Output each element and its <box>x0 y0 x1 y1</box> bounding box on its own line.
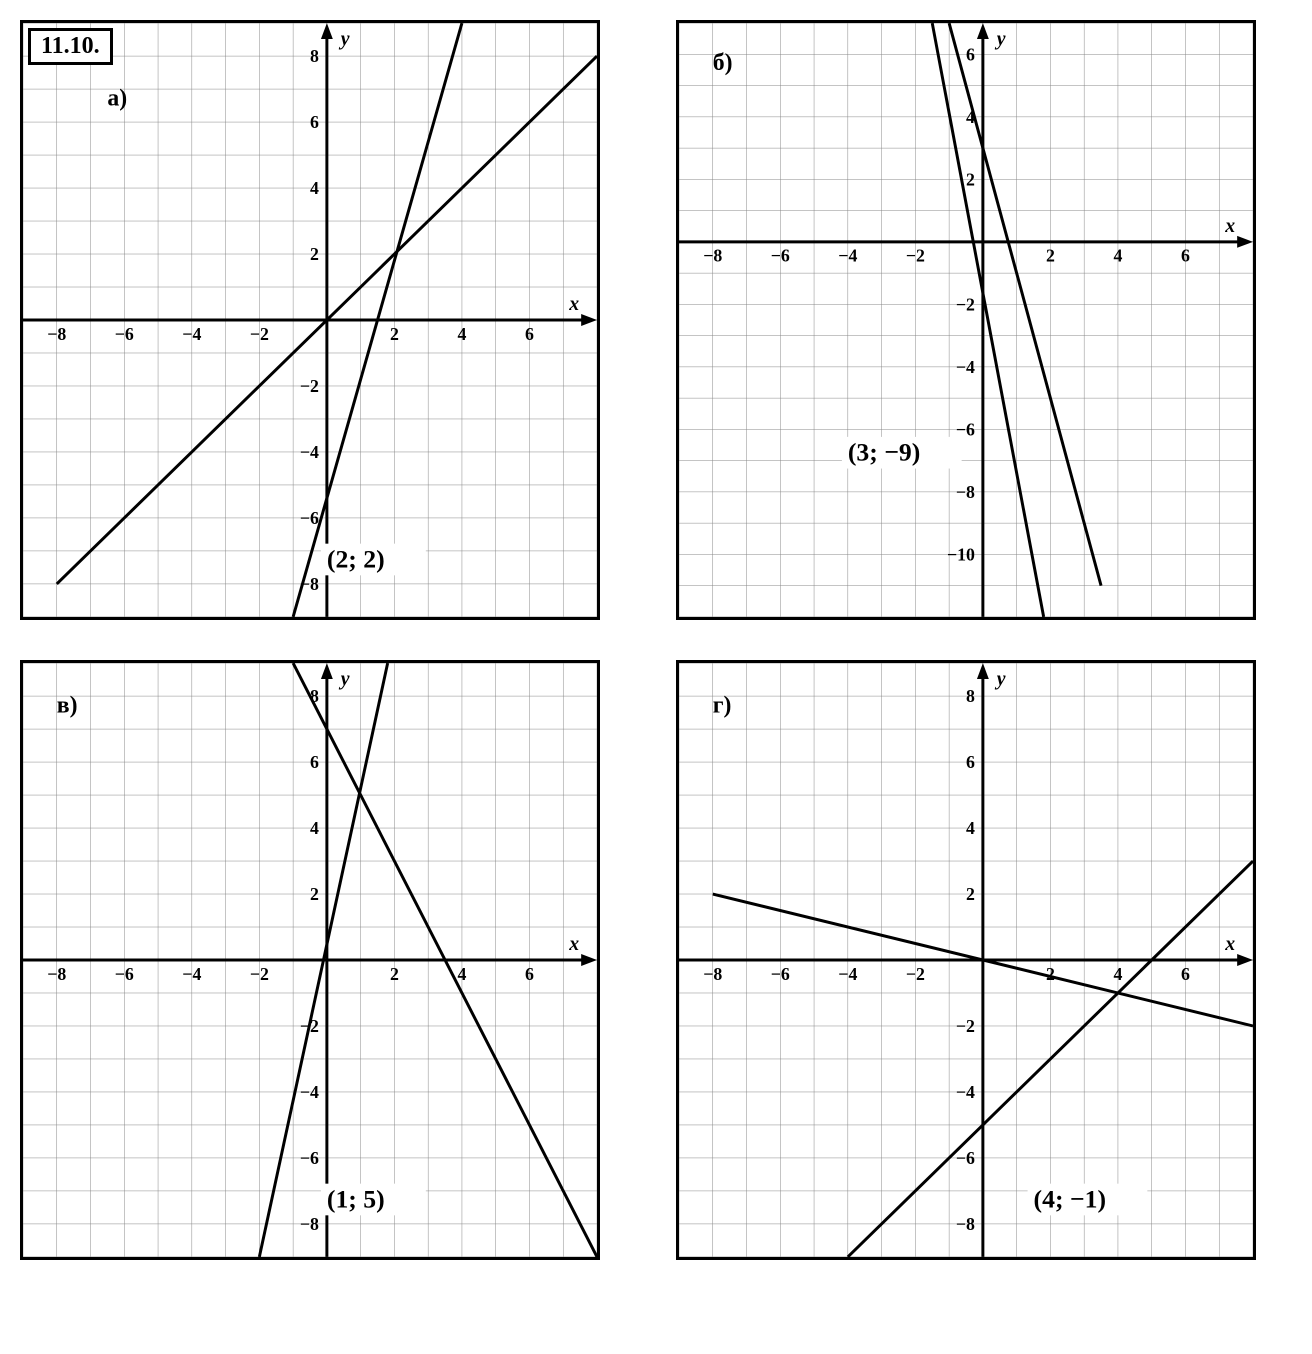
y-tick-label: 6 <box>310 752 319 772</box>
y-tick-label: 6 <box>966 752 975 772</box>
y-axis-label: y <box>339 668 350 690</box>
x-tick-label: 2 <box>1046 964 1055 984</box>
x-tick-label: −8 <box>47 324 66 344</box>
y-axis-label: y <box>995 668 1006 690</box>
answer-label: (4; −1) <box>1034 1184 1107 1213</box>
chart-a: −8−6−4−2246−8−6−4−22468xyа)(2; 2) <box>20 20 600 620</box>
chart-panel-v: −8−6−4−2246−8−6−4−22468xyв)(1; 5) <box>20 660 636 1260</box>
y-axis-label: y <box>339 28 350 50</box>
x-tick-label: 4 <box>1113 246 1122 266</box>
y-tick-label: −4 <box>956 357 975 377</box>
answer-label: (2; 2) <box>327 544 385 573</box>
y-tick-label: −8 <box>300 1214 319 1234</box>
x-tick-label: 6 <box>1181 964 1190 984</box>
y-tick-label: −8 <box>956 482 975 502</box>
panel-label: б) <box>713 50 733 76</box>
x-tick-label: 4 <box>457 964 466 984</box>
y-tick-label: 4 <box>310 178 319 198</box>
x-tick-label: −8 <box>47 964 66 984</box>
x-tick-label: 4 <box>457 324 466 344</box>
y-tick-label: −6 <box>956 1148 975 1168</box>
x-axis-label: x <box>1224 215 1235 237</box>
y-tick-label: −2 <box>300 376 319 396</box>
x-tick-label: −6 <box>115 964 134 984</box>
x-tick-label: −6 <box>771 964 790 984</box>
x-axis-label: x <box>568 933 579 955</box>
x-axis-label: x <box>1224 933 1235 955</box>
panel-label: г) <box>713 693 732 719</box>
y-tick-label: 6 <box>310 112 319 132</box>
x-axis-label: x <box>568 293 579 315</box>
x-tick-label: −8 <box>703 964 722 984</box>
y-tick-label: −6 <box>956 419 975 439</box>
y-tick-label: 4 <box>310 818 319 838</box>
x-tick-label: 2 <box>390 324 399 344</box>
x-tick-label: 4 <box>1113 964 1122 984</box>
panel-label: в) <box>57 693 78 719</box>
x-tick-label: −2 <box>250 324 269 344</box>
x-tick-label: 2 <box>390 964 399 984</box>
x-tick-label: −2 <box>906 246 925 266</box>
chart-panel-g: −8 −6 −4 −2 2 4 6 −8 −6 −4 −2 2 4 6 8 x y г) (4; −1) <box>676 660 1292 1260</box>
y-tick-label: 2 <box>966 884 975 904</box>
y-tick-label: −4 <box>300 1082 319 1102</box>
y-axis-label: y <box>995 28 1006 50</box>
y-tick-label: −4 <box>300 442 319 462</box>
x-tick-label: −2 <box>906 964 925 984</box>
y-tick-label: −10 <box>947 544 975 564</box>
x-tick-label: 6 <box>525 324 534 344</box>
y-tick-label: 8 <box>310 46 319 66</box>
x-tick-label: 6 <box>525 964 534 984</box>
chart-v: −8−6−4−2246−8−6−4−22468xyв)(1; 5) <box>20 660 600 1260</box>
y-tick-label: −4 <box>956 1082 975 1102</box>
x-tick-label: −4 <box>182 964 201 984</box>
y-tick-label: 2 <box>310 884 319 904</box>
y-tick-label: 2 <box>966 169 975 189</box>
y-tick-label: 2 <box>310 244 319 264</box>
chart-panel-b: −8−6−4−2246−10−8−6−4−2246xyб)(3; −9) <box>676 20 1292 620</box>
x-tick-label: −6 <box>771 246 790 266</box>
answer-label: (3; −9) <box>848 438 921 467</box>
y-tick-label: −2 <box>956 1016 975 1036</box>
chart-panel-a: 11.10. −8−6−4−2246−8−6−4−22468xyа)(2; 2) <box>20 20 636 620</box>
problem-number-label: 11.10. <box>28 28 113 65</box>
y-tick-label: 8 <box>966 686 975 706</box>
x-tick-label: −8 <box>703 246 722 266</box>
answer-label: (1; 5) <box>327 1184 385 1213</box>
x-tick-label: 6 <box>1181 246 1190 266</box>
panel-label: а) <box>107 86 127 112</box>
charts-grid: 11.10. −8 −6 −4 −2 2 4 6 −8 −6 −4 −2 2 4 6 8 x y а) (2; 2)… <box>20 20 1292 1260</box>
y-tick-label: 4 <box>966 818 975 838</box>
x-tick-label: 2 <box>1046 246 1055 266</box>
x-tick-label: −4 <box>182 324 201 344</box>
y-tick-label: −8 <box>956 1214 975 1234</box>
x-tick-label: −4 <box>838 964 857 984</box>
y-tick-label: −6 <box>300 1148 319 1168</box>
chart-g: −8 −6 −4 −2 2 4 6 −8 −6 −4 −2 2 4 6 8 x y г) (4; −1) <box>676 660 1256 1260</box>
x-tick-label: −6 <box>115 324 134 344</box>
y-tick-label: −6 <box>300 508 319 528</box>
x-tick-label: −4 <box>838 246 857 266</box>
y-tick-label: 6 <box>966 44 975 64</box>
y-tick-label: −2 <box>956 294 975 314</box>
chart-b: −8−6−4−2246−10−8−6−4−2246xyб)(3; −9) <box>676 20 1256 620</box>
x-tick-label: −2 <box>250 964 269 984</box>
